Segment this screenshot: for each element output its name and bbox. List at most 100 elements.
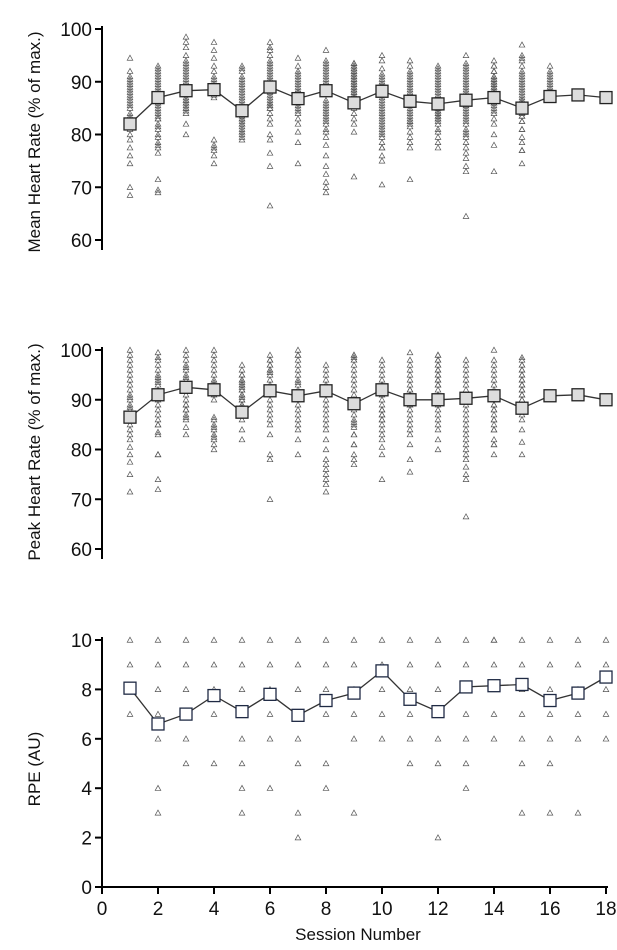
mean-point (179, 380, 193, 394)
individual-point (182, 351, 190, 358)
individual-point (462, 441, 470, 448)
individual-point (238, 784, 246, 791)
mean-point (151, 90, 165, 105)
mean-point (179, 84, 193, 98)
mean-point (431, 393, 445, 407)
mean-point (319, 84, 333, 98)
individual-point (518, 710, 526, 717)
individual-point (378, 685, 386, 692)
individual-point (462, 371, 470, 378)
individual-point (378, 396, 386, 403)
y-axis-title: Peak Heart Rate (% of max.) (25, 343, 44, 560)
individual-point (266, 421, 274, 428)
individual-point (322, 480, 330, 487)
individual-point (182, 661, 190, 668)
individual-point (126, 488, 134, 495)
individual-point (518, 146, 526, 153)
individual-point (378, 181, 386, 188)
individual-point (378, 475, 386, 482)
individual-point (322, 784, 330, 791)
individual-point (294, 416, 302, 423)
individual-point (378, 356, 386, 363)
individual-point (406, 356, 414, 363)
individual-point (490, 441, 498, 448)
mean-point (375, 383, 389, 397)
y-tick-label: 80 (71, 126, 92, 147)
individual-point (182, 120, 190, 127)
individual-point (154, 62, 162, 69)
individual-point (546, 661, 554, 668)
individual-point (378, 406, 386, 413)
individual-point (350, 460, 358, 468)
individual-point (210, 54, 218, 61)
individual-point (378, 450, 386, 458)
individual-point (182, 411, 190, 418)
individual-point (294, 809, 302, 816)
individual-point (434, 371, 442, 378)
individual-point (182, 391, 190, 398)
individual-point (210, 421, 218, 428)
individual-point (406, 361, 414, 368)
individual-point (490, 361, 498, 368)
individual-point (322, 170, 330, 177)
individual-point (154, 710, 162, 717)
individual-point (434, 138, 442, 146)
individual-point (322, 661, 330, 668)
individual-point (322, 710, 330, 717)
individual-point (294, 138, 302, 146)
individual-point (322, 57, 330, 64)
individual-point (406, 67, 414, 74)
individual-point (182, 371, 190, 378)
individual-point (350, 391, 358, 398)
individual-point (518, 54, 526, 61)
individual-point (546, 67, 554, 74)
individual-point (378, 443, 386, 450)
individual-point (294, 735, 302, 742)
individual-point (350, 661, 358, 668)
individual-point (210, 661, 218, 668)
individual-point (462, 361, 470, 368)
individual-point (294, 421, 302, 428)
individual-point (490, 120, 498, 127)
mean-point (291, 91, 305, 106)
individual-point (406, 128, 414, 135)
individual-point (490, 735, 498, 742)
individual-point (266, 366, 274, 373)
individual-point (238, 661, 246, 668)
individual-point (322, 376, 330, 383)
y-tick-label: 6 (81, 730, 92, 751)
individual-point (490, 441, 498, 448)
mean-point (487, 389, 501, 403)
individual-point (406, 441, 414, 448)
individual-point (518, 636, 526, 643)
individual-point (126, 152, 134, 159)
mean-point (543, 89, 557, 104)
individual-point (182, 759, 190, 767)
individual-point (378, 157, 386, 164)
individual-point (294, 67, 302, 74)
individual-point (378, 70, 386, 77)
individual-point (350, 109, 358, 116)
individual-point (238, 128, 246, 135)
individual-point (238, 426, 246, 433)
individual-point (126, 361, 134, 368)
individual-point (182, 109, 190, 116)
mean-point (347, 96, 361, 110)
individual-point (378, 125, 386, 132)
individual-point (406, 406, 414, 413)
individual-point (154, 636, 162, 643)
individual-point (350, 120, 358, 127)
individual-point (546, 636, 554, 643)
individual-point (266, 396, 274, 403)
individual-point (154, 189, 162, 196)
mean-point (123, 681, 137, 695)
panel-1: 60 70 80 90 100 Mean Heart Rate (% of max.) (25, 20, 613, 253)
individual-point (126, 436, 134, 443)
individual-point (294, 346, 302, 353)
mean-markers (123, 664, 613, 731)
individual-point (322, 162, 330, 169)
individual-point (518, 426, 526, 433)
individual-point (210, 413, 218, 420)
individual-point (126, 346, 134, 353)
individual-points (126, 33, 554, 219)
